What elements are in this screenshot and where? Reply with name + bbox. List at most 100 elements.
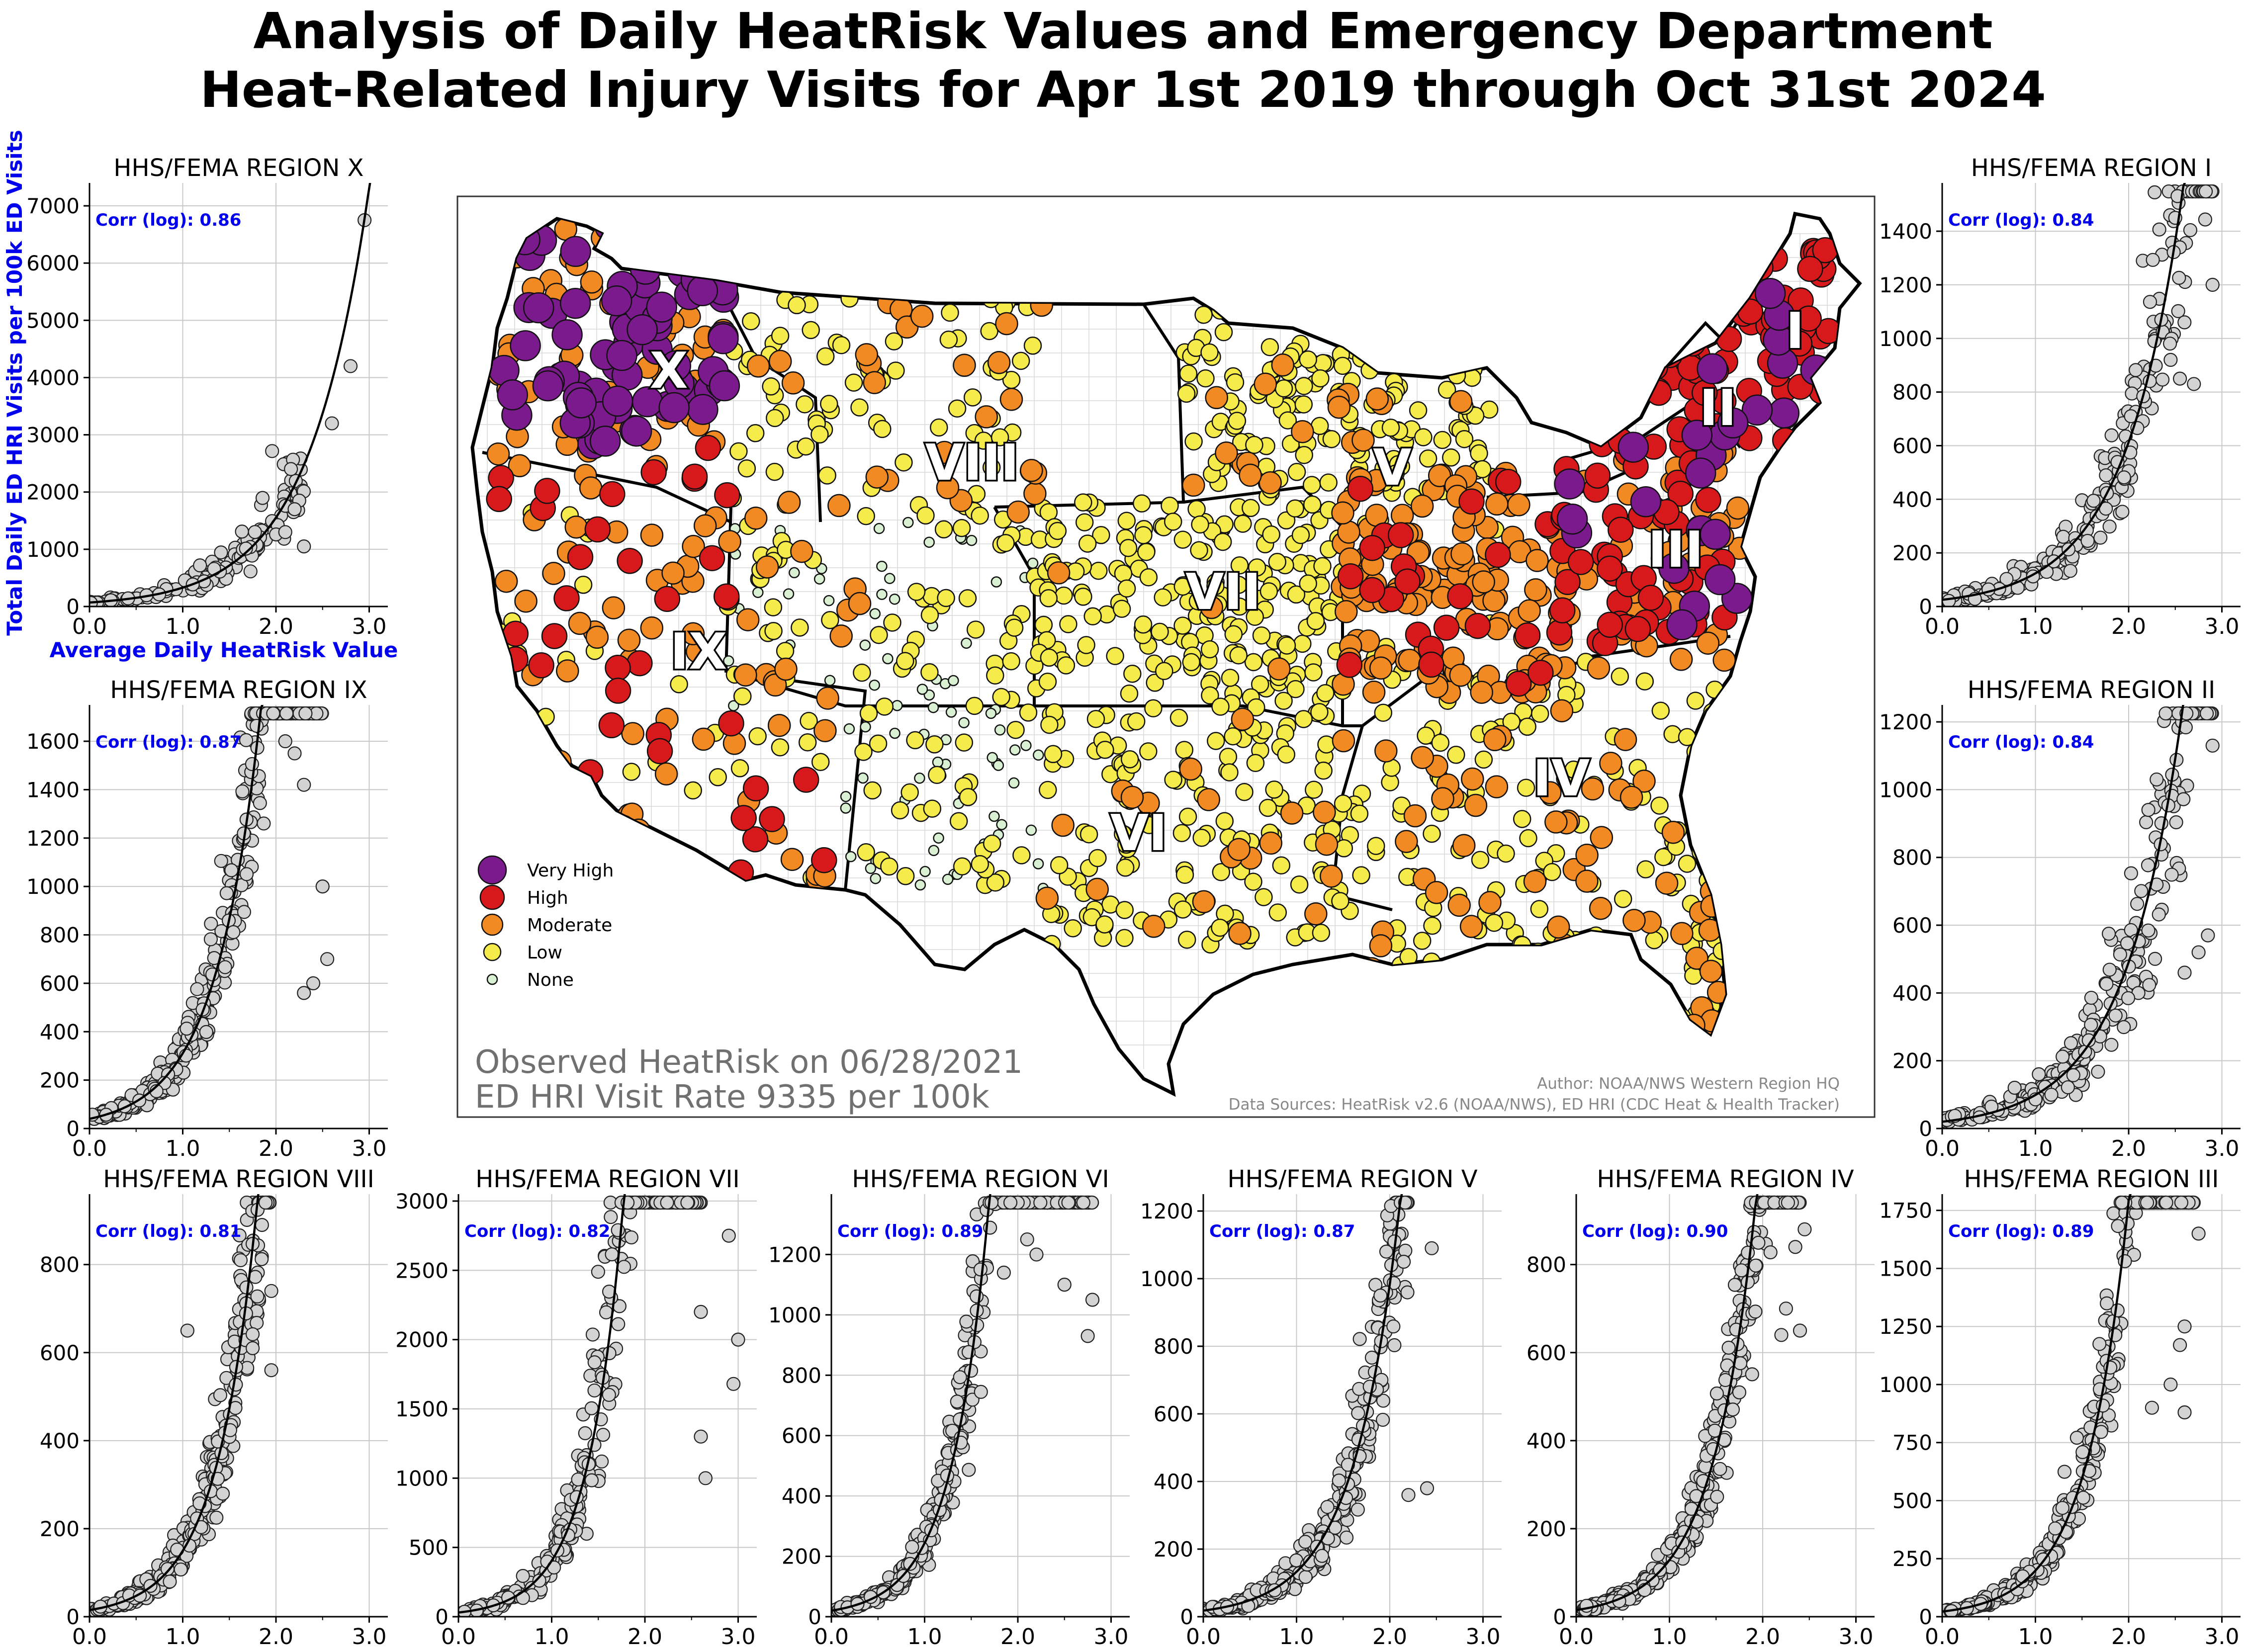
station-dot: [1006, 500, 1030, 524]
data-point: [1373, 1288, 1388, 1303]
station-dot: [1140, 816, 1159, 834]
data-point: [199, 1025, 213, 1039]
station-dot: [907, 583, 926, 601]
station-dot: [1215, 441, 1238, 465]
data-point: [2172, 270, 2186, 285]
x-tick-label: 3.0: [352, 614, 387, 639]
data-point: [2086, 494, 2101, 508]
station-dot: [961, 637, 972, 649]
station-dot: [752, 587, 764, 598]
data-point: [602, 1388, 616, 1402]
station-dot: [1267, 657, 1291, 681]
station-dot: [885, 332, 903, 350]
data-point: [2056, 529, 2070, 544]
station-dot: [1312, 924, 1331, 942]
station-dot: [508, 454, 532, 478]
station-dot: [1294, 395, 1313, 414]
y-tick-label: 600: [782, 1424, 821, 1448]
y-tick-label: 800: [1154, 1334, 1193, 1359]
station-dot: [971, 506, 989, 525]
data-point: [2063, 564, 2077, 578]
station-dot: [746, 354, 770, 378]
data-point: [2055, 1501, 2069, 1515]
data-point: [2061, 1080, 2075, 1095]
station-dot: [843, 723, 855, 735]
station-dot: [1419, 449, 1437, 468]
data-point: [1332, 1474, 1346, 1488]
y-tick-label: 400: [1892, 487, 1932, 512]
y-tick-label: 400: [1527, 1429, 1566, 1453]
station-dot: [934, 520, 953, 539]
data-point: [1788, 1240, 1802, 1254]
station-dot: [1089, 561, 1108, 580]
x-tick-label: 3.0: [352, 1136, 387, 1161]
station-dot: [995, 312, 1018, 336]
x-tick-label: 1.0: [166, 1136, 200, 1161]
station-dot: [963, 388, 982, 407]
figure-title: Analysis of Daily HeatRisk Values and Em…: [0, 2, 2246, 119]
data-point: [245, 757, 260, 772]
station-dot: [1085, 877, 1109, 901]
station-dot: [768, 349, 792, 373]
data-point: [204, 917, 218, 931]
y-tick-label: 0: [66, 1117, 80, 1141]
station-dot: [1277, 745, 1296, 764]
station-dot: [870, 872, 882, 884]
station-dot: [1230, 576, 1248, 594]
data-point: [2094, 1425, 2108, 1439]
data-point: [2164, 868, 2179, 882]
data-point: [223, 1423, 238, 1437]
station-dot: [1259, 831, 1282, 855]
station-dot: [1117, 512, 1136, 530]
station-dot: [800, 711, 818, 730]
data-point: [2093, 530, 2108, 545]
y-tick-label: 800: [782, 1363, 821, 1388]
data-point: [2177, 315, 2192, 330]
station-dot: [781, 371, 805, 395]
station-dot: [983, 834, 1001, 853]
station-dot: [1280, 801, 1304, 825]
station-dot: [1227, 838, 1251, 861]
station-dot: [889, 727, 900, 739]
station-dot: [1306, 612, 1325, 630]
station-dot: [1315, 832, 1339, 856]
data-point: [2148, 185, 2162, 199]
station-dot: [863, 781, 882, 800]
station-dot: [1314, 761, 1333, 780]
data-point: [250, 718, 264, 733]
panel-title: HHS/FEMA REGION V: [1227, 1165, 1477, 1193]
x-tick-label: 2.0: [2111, 1624, 2146, 1650]
y-tick-label: 2000: [395, 1328, 449, 1352]
station-dot: [1423, 824, 1441, 843]
station-dot: [1686, 692, 1705, 710]
y-tick-label: 2500: [395, 1258, 449, 1283]
station-dot: [1320, 865, 1343, 888]
station-dot: [1304, 663, 1323, 682]
data-point: [1003, 1195, 1018, 1210]
station-dot: [1291, 525, 1310, 544]
station-dot: [1117, 579, 1136, 598]
station-dot: [1485, 913, 1504, 932]
station-dot: [933, 832, 944, 844]
station-dot: [640, 616, 664, 640]
data-point: [250, 1289, 265, 1304]
station-dot: [1246, 608, 1264, 626]
station-dot: [1234, 515, 1252, 533]
station-dot: [1251, 675, 1269, 694]
station-dot: [1154, 588, 1172, 607]
station-dot: [942, 873, 954, 885]
data-point: [596, 1428, 611, 1442]
x-tick-label: 2.0: [1745, 1624, 1780, 1650]
station-dot: [1027, 557, 1039, 569]
station-dot: [1645, 931, 1664, 950]
data-point: [694, 1429, 708, 1444]
station-dot: [1455, 430, 1474, 448]
station-dot: [1437, 380, 1456, 399]
station-dot: [1200, 596, 1223, 619]
station-dot: [684, 781, 702, 800]
data-point: [174, 1562, 188, 1577]
panel-title: HHS/FEMA REGION VII: [475, 1165, 739, 1193]
data-point: [578, 1426, 592, 1440]
station-dot: [855, 343, 879, 366]
